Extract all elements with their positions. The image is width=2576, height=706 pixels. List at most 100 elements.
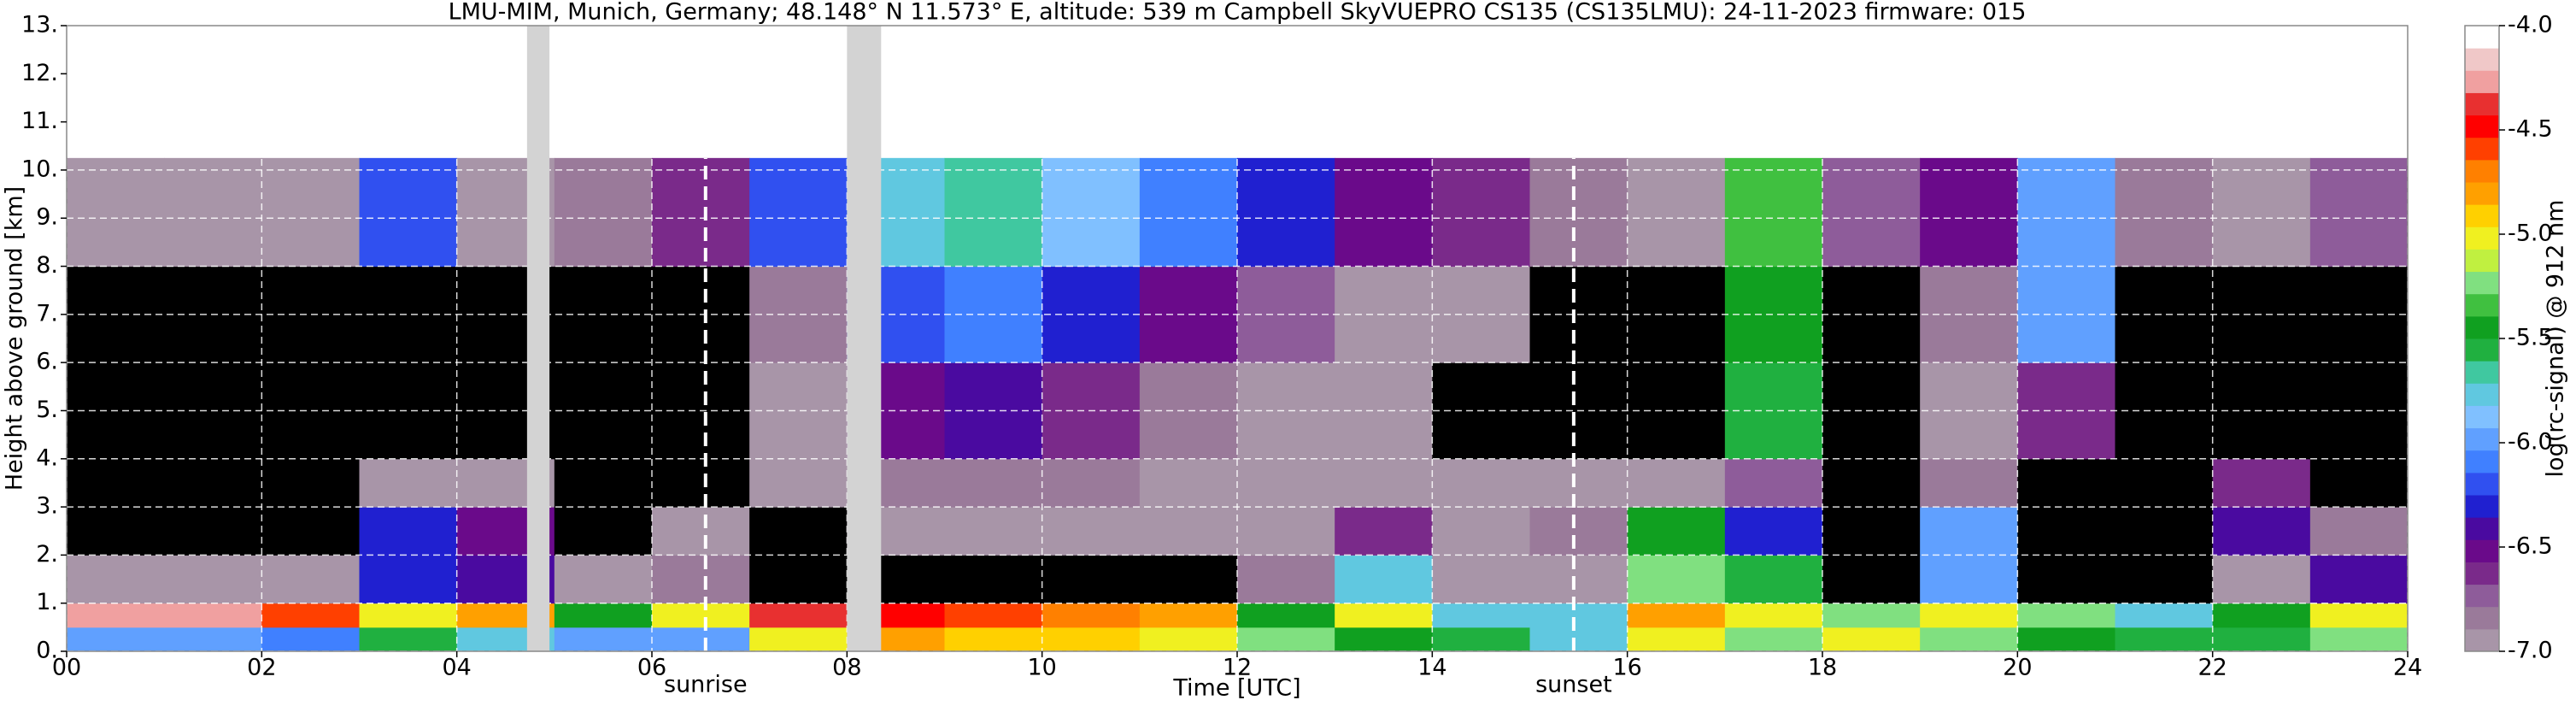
colorbar-band	[2465, 115, 2499, 138]
heatmap-cell	[1627, 627, 1726, 652]
heatmap-cell	[749, 362, 848, 460]
heatmap-cell	[1432, 157, 1530, 268]
heatmap-cell	[1920, 157, 2018, 268]
heatmap-cell	[261, 458, 360, 508]
heatmap-cell	[2115, 627, 2214, 652]
heatmap-cell	[652, 157, 750, 268]
heatmap-cell	[2309, 555, 2409, 604]
heatmap-cell	[67, 603, 165, 628]
heatmap-cell	[1724, 266, 1823, 363]
heatmap-cell	[67, 157, 165, 268]
heatmap-cell	[1432, 458, 1530, 508]
x-tick-label: 10	[1027, 655, 1056, 681]
heatmap-cell	[1627, 458, 1726, 508]
data-gap	[526, 26, 550, 651]
colorbar-band	[2465, 204, 2499, 227]
heatmap-cell	[1724, 627, 1823, 652]
heatmap-cell	[261, 603, 360, 628]
heatmap-cell	[1724, 157, 1823, 268]
colorbar-band	[2465, 495, 2499, 518]
heatmap-cell	[652, 555, 750, 604]
heatmap-cell	[1822, 603, 1921, 628]
heatmap-cell	[749, 157, 848, 268]
heatmap-cell	[2115, 603, 2214, 628]
heatmap-cell	[1822, 555, 1921, 604]
heatmap-cell	[2212, 458, 2311, 508]
heatmap-cell	[2309, 627, 2409, 652]
heatmap-cell	[1627, 266, 1726, 363]
heatmap-cell	[554, 507, 653, 556]
heatmap-cell	[1920, 627, 2018, 652]
heatmap-cell	[1920, 603, 2018, 628]
heatmap-cell	[749, 627, 848, 652]
colorbar-band	[2465, 249, 2499, 273]
heatmap-cell	[554, 627, 653, 652]
heatmap-cell	[2309, 603, 2409, 628]
heatmap-cell	[2212, 627, 2311, 652]
colorbar-band	[2465, 450, 2499, 474]
heatmap-cell	[1139, 555, 1238, 604]
heatmap-cell	[2017, 458, 2115, 508]
colorbar-label: log(rc-signal) @ 912 nm	[2543, 200, 2569, 478]
colorbar-band	[2465, 584, 2499, 608]
y-tick-label: 11.	[21, 108, 58, 134]
colorbar-band	[2465, 26, 2499, 49]
heatmap-cell	[1042, 458, 1141, 508]
heatmap-cell	[359, 458, 458, 508]
heatmap-cell	[67, 507, 165, 556]
colorbar-band	[2465, 182, 2499, 205]
heatmap-cell	[1724, 555, 1823, 604]
heatmap-cell	[1432, 627, 1530, 652]
heatmap-cell	[554, 603, 653, 628]
heatmap-cell	[652, 458, 750, 508]
colorbar-band	[2465, 562, 2499, 585]
heatmap-cell	[652, 507, 750, 556]
y-tick-label: 1.	[36, 589, 58, 615]
heatmap-cell	[1529, 603, 1628, 628]
colorbar-band	[2465, 48, 2499, 71]
chart-title: LMU-MIM, Munich, Germany; 48.148° N 11.5…	[449, 0, 2027, 26]
heatmap-cell	[1627, 603, 1726, 628]
colorbar-band	[2465, 338, 2499, 362]
heatmap-cell	[1529, 157, 1628, 268]
x-tick-label: 16	[1612, 655, 1641, 681]
colorbar-band	[2465, 472, 2499, 496]
heatmap-cell	[1237, 507, 1335, 556]
x-axis-label: Time [UTC]	[1172, 675, 1300, 702]
heatmap-cell	[1724, 362, 1823, 460]
heatmap-cell	[1822, 458, 1921, 508]
heatmap-cell	[652, 603, 750, 628]
heatmap-cell	[67, 458, 165, 508]
heatmap-cell	[944, 458, 1043, 508]
heatmap-cell	[1920, 507, 2018, 556]
colorbar-band	[2465, 517, 2499, 540]
colorbar-band	[2465, 92, 2499, 116]
heatmap-cell	[2115, 555, 2214, 604]
x-tick-label: 04	[442, 655, 471, 681]
heatmap-cell	[2115, 266, 2214, 363]
heatmap-cell	[1042, 157, 1141, 268]
heatmap-cell	[1042, 627, 1141, 652]
heatmap-cell	[1237, 555, 1335, 604]
heatmap-cell	[1627, 157, 1726, 268]
heatmap-cell	[2212, 507, 2311, 556]
heatmap-cell	[1920, 555, 2018, 604]
heatmap-cell	[749, 266, 848, 363]
heatmap-cell	[1822, 627, 1921, 652]
heatmap-cell	[164, 507, 262, 556]
heatmap-cell	[164, 458, 262, 508]
heatmap-cell	[359, 266, 458, 363]
heatmap-cell	[1139, 458, 1238, 508]
heatmap-cell	[2017, 627, 2115, 652]
heatmap-cell	[67, 555, 165, 604]
colorbar-band	[2465, 293, 2499, 317]
heatmap-cell	[1335, 507, 1433, 556]
heatmap-cell	[944, 555, 1043, 604]
heatmap-cell	[67, 627, 165, 652]
heatmap-cell	[749, 507, 848, 556]
heatmap-cell	[1627, 555, 1726, 604]
y-tick-label: 12.	[21, 60, 58, 86]
heatmap-cell	[944, 627, 1043, 652]
heatmap-cell	[2115, 362, 2214, 460]
